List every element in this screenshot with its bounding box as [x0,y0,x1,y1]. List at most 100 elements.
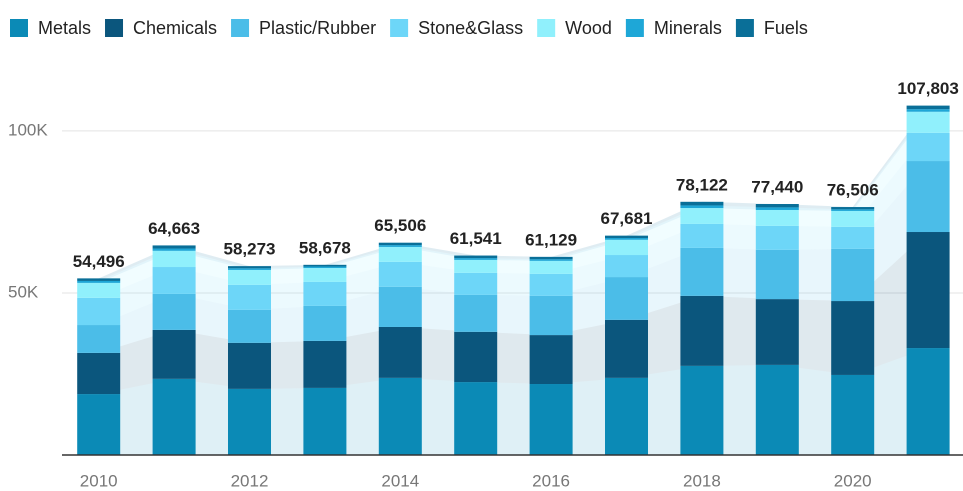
total-label: 78,122 [676,175,728,194]
legend-swatch [231,19,250,37]
legend-label: Stone&Glass [418,18,523,38]
bar-segment [605,277,648,320]
bar-segment [906,348,950,455]
bar-segment [605,235,648,239]
bar-segment [228,388,271,455]
bar-segment [680,208,724,224]
bar-segment [529,259,573,261]
bar-segment [831,207,875,210]
total-label: 77,440 [751,177,803,196]
bar-segment [378,261,422,287]
bar-segment [152,250,196,268]
bar-segment [77,278,121,281]
total-label: 58,678 [299,238,351,257]
bar-segment [755,364,799,455]
legend-swatch [735,19,754,37]
x-tick-label: 2014 [381,471,419,490]
bar-segment [454,382,498,455]
bar-segment [454,294,498,332]
bar-segment [605,377,648,455]
total-label: 67,681 [601,209,653,228]
legend-item: Wood [537,18,612,38]
bar-segment [605,238,648,240]
legend-item: Fuels [735,18,808,38]
bar-segment [378,286,422,327]
bar-segment [454,259,498,273]
bar-segment [831,301,875,375]
bar-segment [454,272,498,295]
bar-segment [831,210,875,227]
bar-segment [831,226,875,249]
bar-segment [454,255,498,259]
bar-segment [303,305,347,341]
total-label: 58,273 [224,240,276,259]
band-area [98,111,929,298]
bar-segment [152,378,196,455]
bar-segment [228,269,271,285]
bar-segment [755,249,799,300]
legend-item: Metals [10,18,91,38]
total-label: 64,663 [148,219,200,238]
bar-segment [605,239,648,256]
x-tick-label: 2012 [231,471,269,490]
bar-segment [454,258,498,260]
bar-segment [529,384,573,455]
bar-segment [378,326,422,378]
bar-segment [529,260,573,274]
bar-segment [152,293,196,330]
bar-segment [303,387,347,455]
total-label: 61,129 [525,230,577,249]
bar-segment [378,245,422,247]
bar-segment [454,331,498,383]
bar-segment [152,267,196,294]
bar-segment [755,225,799,250]
bar-segment [680,205,724,209]
bar-segment [378,377,422,455]
bar-segment [228,309,271,343]
legend-label: Chemicals [133,18,217,38]
bar-segment [680,295,724,366]
x-tick-label: 2016 [532,471,570,490]
legend-item: Minerals [625,18,722,38]
legend-item: Chemicals [105,18,217,38]
total-label: 76,506 [827,181,879,200]
total-label: 107,803 [897,79,958,98]
bar-segment [680,365,724,455]
bar-segment [755,204,799,208]
bar-segment [831,209,875,211]
bar-segment [77,282,121,298]
legend-swatch [537,19,556,37]
bar-segment [303,266,347,268]
bar-segment [906,132,950,162]
legend-label: Plastic/Rubber [259,18,376,38]
y-tick-label: 50K [8,282,39,301]
bar-segment [605,255,648,278]
bar-segment [906,105,950,110]
legend-swatch [390,19,409,37]
x-tick-label: 2020 [834,471,872,490]
bar-segment [529,295,573,336]
bar-segment [303,281,347,306]
legend-label: Wood [565,18,612,38]
bar-segment [77,394,121,455]
bar-segment [831,248,875,302]
legend-label: Fuels [764,18,808,38]
total-label: 54,496 [73,252,125,271]
x-tick-label: 2010 [80,471,118,490]
bar-segment [152,248,196,251]
legend-swatch [105,19,124,37]
bar-segment [303,264,347,267]
bar-segment [77,352,121,395]
bar-segment [831,374,875,455]
bar-segment [378,242,422,246]
x-tick-label: 2018 [683,471,721,490]
bar-segment [906,109,950,112]
y-tick-label: 100K [8,120,48,139]
bar-segment [680,223,724,248]
bar-segment [228,284,271,310]
bar-segment [906,161,950,233]
legend-item: Stone&Glass [390,18,523,38]
bar-segment [755,209,799,226]
legend-label: Metals [38,18,91,38]
